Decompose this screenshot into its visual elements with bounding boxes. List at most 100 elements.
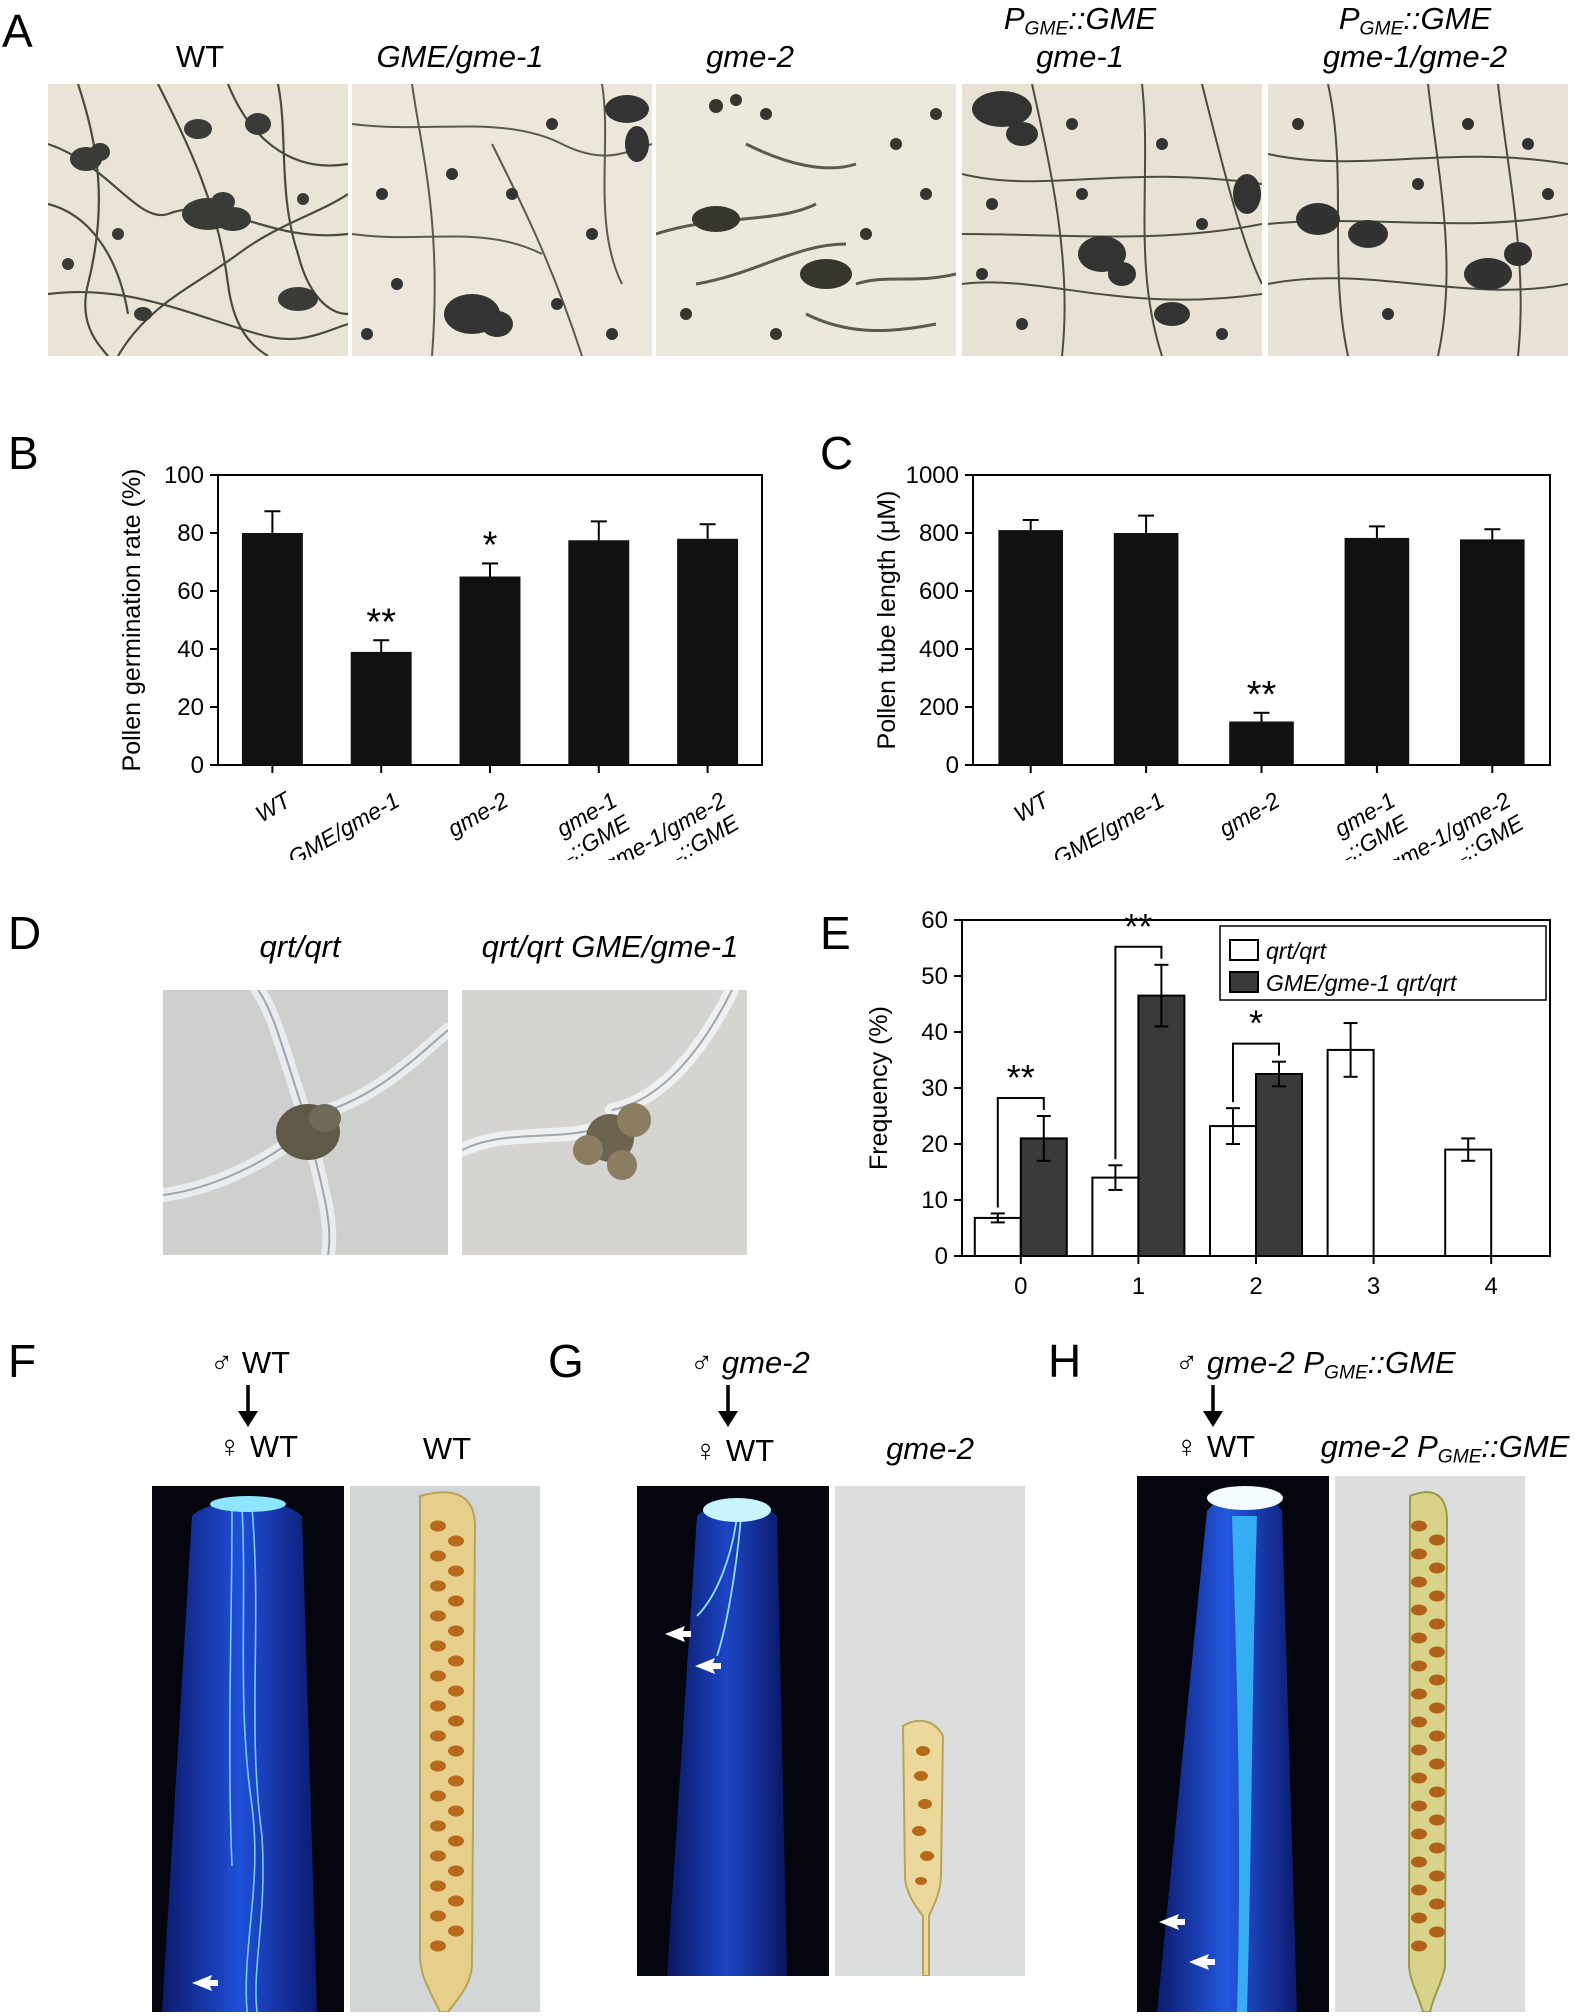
seed (448, 1715, 464, 1727)
seed (1411, 1884, 1427, 1896)
seed (430, 1700, 446, 1712)
seed (448, 1685, 464, 1697)
significance-bracket (1232, 1042, 1280, 1103)
female-symbol: ♀ (1175, 1429, 1199, 1464)
seed (430, 1760, 446, 1772)
significance-mark: ** (1247, 674, 1277, 716)
header-rest: ::GME (1068, 1, 1157, 36)
chart-frequency: 0 10 20 30 40 50 60 Frequency (%) 0 ** 1 ** 2 * 3 4 qrt/… (865, 906, 1551, 1300)
silique-photo (419, 1491, 477, 2012)
seed (448, 1745, 464, 1757)
bar (241, 533, 303, 765)
seed-row (430, 1520, 464, 1952)
category-label-line1: WT (251, 786, 297, 827)
bar (1113, 533, 1179, 765)
x-tick-label: 4 (1485, 1273, 1498, 1300)
y-axis-label: Pollen germination rate (%) (118, 469, 146, 772)
seed (448, 1925, 464, 1937)
bar (459, 576, 521, 765)
seed (430, 1850, 446, 1862)
chart-germination-rate: 0 20 40 60 80 100 Pollen germination rate (%) W… (118, 462, 763, 860)
silique-image-f (350, 1486, 540, 2012)
micrograph-pgme-gme1 (962, 84, 1262, 356)
silique-image-g (835, 1486, 1025, 1976)
bar (973, 1216, 1022, 1258)
significance-mark: ** (366, 601, 396, 643)
panel-letter-h: H (1048, 1335, 1082, 1387)
seed (430, 1820, 446, 1832)
seed (1429, 1870, 1445, 1882)
category-label: gme-2 (1215, 787, 1285, 842)
seed-row-sparse (912, 1746, 934, 1885)
y-tick-label: 40 (177, 636, 204, 663)
pollen-tubes-image (48, 84, 348, 356)
header-gme-gme1: GME/gme-1 (376, 39, 544, 74)
x-tick-label: 2 (1249, 1273, 1262, 1300)
category-label: gme-2 (443, 787, 513, 842)
header-p: P (1003, 1, 1025, 36)
significance-mark: ** (1007, 1057, 1035, 1098)
seed (448, 1625, 464, 1637)
bar (677, 538, 739, 765)
seed (448, 1775, 464, 1787)
category-label: GME/gme-1 (283, 787, 403, 860)
legend-label: qrt/qrt (1266, 938, 1328, 964)
x-tick-label: 3 (1367, 1273, 1380, 1300)
category-label-line1: WT (1009, 786, 1055, 827)
seed (448, 1655, 464, 1667)
seed (1411, 1940, 1427, 1952)
seed (430, 1610, 446, 1622)
header-line2: gme-1/gme-2 (1322, 38, 1508, 74)
pistil-image-g (637, 1486, 829, 1976)
y-tick-label: 20 (921, 1131, 948, 1158)
bar (1255, 1073, 1303, 1257)
female-parent: WT (249, 1429, 299, 1464)
bar (1444, 1148, 1493, 1258)
y-tick-label: 600 (919, 578, 959, 605)
category-label: WT (251, 786, 297, 827)
seed-row (1411, 1520, 1445, 1952)
panel-letter-f: F (8, 1335, 37, 1387)
legend-box (1219, 925, 1547, 1001)
aniline-blue-pistil (665, 1498, 787, 1976)
cross-diagram-f: ♂ WT ♀ WT (210, 1345, 350, 1475)
x-tick-label: 1 (1132, 1273, 1145, 1300)
seed (1429, 1898, 1445, 1910)
bar (1459, 539, 1525, 765)
y-tick-label: 0 (191, 752, 204, 779)
silique-label-h: gme-2 PGME::GME (1320, 1429, 1570, 1468)
seed (448, 1535, 464, 1547)
category-label: GME/gme-1 (1048, 787, 1168, 860)
aniline-blue-pistil (1157, 1486, 1297, 2012)
label-qrt-gme1: qrt/qrt GME/gme-1 (481, 929, 739, 964)
seed (1411, 1912, 1427, 1924)
seed (1429, 1730, 1445, 1742)
label-qrt: qrt/qrt (259, 929, 341, 964)
silique-photo (901, 1719, 945, 1976)
label-p: P (1415, 859, 1442, 860)
seed (1429, 1786, 1445, 1798)
seed (1429, 1534, 1445, 1546)
panel-letter-c: C (820, 427, 854, 479)
significance-bracket (1114, 945, 1163, 1160)
header-gme2: gme-2 (706, 39, 794, 74)
micrograph-gme-gme1 (352, 84, 652, 356)
header-p: P (1338, 1, 1360, 36)
seed (448, 1565, 464, 1577)
seed (1411, 1520, 1427, 1532)
seed (1411, 1632, 1427, 1644)
silique-label-f: WT (422, 1431, 472, 1466)
seed (430, 1520, 446, 1532)
header-sub: GME (1024, 18, 1069, 40)
seed (1429, 1590, 1445, 1602)
cross-diagram-h: ♂ gme-2 PGME::GME ♀ WT (1175, 1345, 1475, 1475)
legend-swatch (1229, 971, 1259, 993)
seed (1429, 1702, 1445, 1714)
y-tick-label: 400 (919, 636, 959, 663)
silique-label-rest: ::GME (1481, 1429, 1570, 1464)
header-wt: WT (175, 39, 225, 74)
arrow-down-icon (238, 1385, 258, 1427)
silique-label-g: gme-2 (886, 1431, 974, 1466)
micrograph-wt (48, 84, 348, 356)
